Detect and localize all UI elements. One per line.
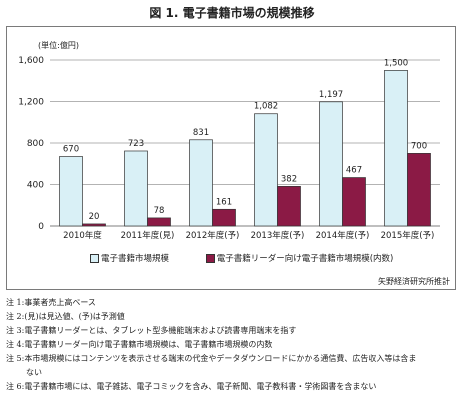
footnote: 注 1:事業者売上高ベース <box>6 298 96 307</box>
x-tick-label: 2013年度(予) <box>251 230 305 241</box>
bar-reader-market-size <box>82 223 106 227</box>
y-tick-label: 1,200 <box>18 98 44 108</box>
y-tick-label: 800 <box>27 139 44 149</box>
bar-reader-market-size <box>147 217 171 227</box>
data-label: 467 <box>346 166 362 176</box>
data-label: 20 <box>89 212 100 222</box>
y-tick-label: 1,600 <box>18 56 44 66</box>
bar-reader-market-size <box>407 153 431 227</box>
source-note: 矢野経済研究所推計 <box>378 277 450 286</box>
data-label: 831 <box>193 128 209 138</box>
bar-reader-market-size <box>277 186 301 227</box>
y-tick-label: 400 <box>27 181 44 191</box>
x-tick-label: 2014年度(予) <box>316 230 370 241</box>
bar-reader-market-size <box>212 208 236 227</box>
footnote: 注 5:本市場規模にはコンテンツを表示させる端末の代金やデータダウンロードにかか… <box>6 354 417 363</box>
x-tick-label: 2012年度(予) <box>186 230 240 241</box>
data-label: 1,197 <box>319 90 343 100</box>
chart-title: 図 1. 電子書籍市場の規模推移 <box>149 6 315 20</box>
bar-chart: 0 400 800 1,200 1,600 670 20 2010年度 723 78 2011年度(… <box>18 56 440 241</box>
bar-market-size <box>254 113 278 227</box>
x-tick-label: 2015年度(予) <box>381 230 435 241</box>
footnotes: 注 1:事業者売上高ベース 注 2:(見)は見込値、(予)は予測値 注 3:電子… <box>6 296 416 394</box>
chart-frame <box>6 26 456 290</box>
x-tick-label: 2010年度 <box>63 230 102 241</box>
legend-label-market-size: 電子書籍市場規模 <box>101 254 170 264</box>
bar-market-size <box>59 156 83 227</box>
data-label: 723 <box>128 139 144 149</box>
data-label: 78 <box>154 206 165 216</box>
chart-legend: 電子書籍市場規模 電子書籍リーダー向け電子書籍市場規模(内数) <box>90 252 427 264</box>
data-label: 161 <box>216 197 232 207</box>
legend-swatch-reader-market-size <box>205 254 215 263</box>
footnote: 注 6:電子書籍市場には、電子雑誌、電子コミックを含み、電子新聞、電子教科書・学… <box>6 382 377 391</box>
legend-item-market-size: 電子書籍市場規模 <box>90 252 169 264</box>
data-label: 670 <box>63 144 79 154</box>
y-axis-unit-label: (単位:億円) <box>38 41 79 50</box>
data-label: 1,082 <box>254 102 278 112</box>
x-tick-label: 2011年度(見) <box>121 230 175 241</box>
footnote: 注 4:電子書籍リーダー向け電子書籍市場規模は、電子書籍市場規模の内数 <box>6 340 273 349</box>
data-label: 1,500 <box>384 58 408 68</box>
footnote: 注 2:(見)は見込値、(予)は予測値 <box>6 312 125 321</box>
bar-reader-market-size <box>342 177 366 227</box>
bar-market-size <box>319 101 343 227</box>
y-tick-label: 0 <box>38 222 44 232</box>
legend-item-reader-market-size: 電子書籍リーダー向け電子書籍市場規模(内数) <box>205 252 394 264</box>
legend-label-reader-market-size: 電子書籍リーダー向け電子書籍市場規模(内数) <box>216 254 394 264</box>
footnote: ない <box>26 368 42 377</box>
bar-market-size <box>384 70 408 227</box>
bar-market-size <box>189 139 213 227</box>
bar-market-size <box>124 150 148 227</box>
footnote: 注 3:電子書籍リーダーとは、タブレット型多機能端末および読書専用端末を指す <box>6 326 297 335</box>
data-label: 382 <box>281 174 297 184</box>
legend-swatch-market-size <box>90 254 99 263</box>
data-label: 700 <box>411 141 427 151</box>
